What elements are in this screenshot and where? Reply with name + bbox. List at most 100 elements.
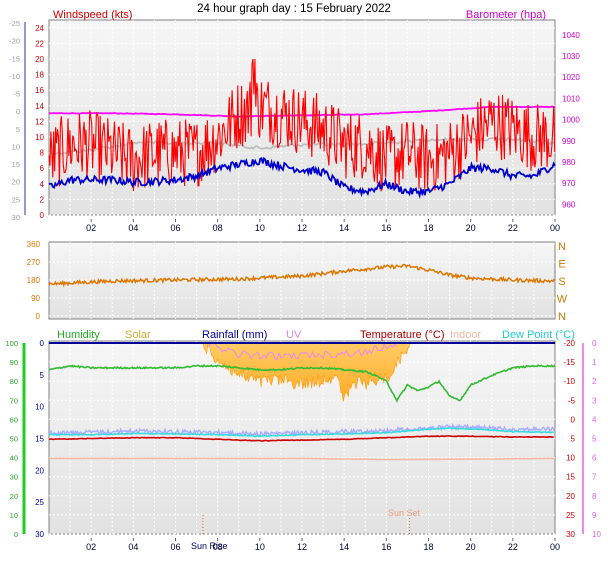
barometer-tick-label: 1040 <box>562 31 580 40</box>
sun-annotations: Sun Rise Sun Set <box>191 508 421 551</box>
x-tick-label: 02 <box>86 223 96 233</box>
outer-axis-tick-label: 0 <box>16 107 20 116</box>
chart-title: 24 hour graph day : 15 February 2022 <box>197 3 391 15</box>
windspeed-average-line <box>48 156 556 199</box>
rainfall-tick-label: 0 <box>40 339 45 348</box>
windspeed-tick-label: 12 <box>35 117 44 126</box>
compass-label: N <box>558 241 566 253</box>
wind-x-axis: 02 04 06 08 10 12 14 16 18 20 22 00 <box>86 219 560 233</box>
outer-axis-tick-label: -20 <box>9 37 20 46</box>
sunset-label: Sun Set <box>388 508 421 518</box>
x-tick-label: 18 <box>423 223 433 233</box>
direction-gridlines <box>49 242 555 319</box>
windspeed-tick-label: 10 <box>35 133 44 142</box>
uv-tick-label: 1 <box>592 358 597 367</box>
humidity-tick-label: 10 <box>10 511 18 520</box>
x-tick-label: 06 <box>170 542 180 552</box>
windspeed-tick-label: 6 <box>40 164 45 173</box>
temperature-tick-label: 25 <box>566 511 575 520</box>
x-tick-label: 22 <box>508 542 518 552</box>
humidity-tick-label: 20 <box>10 492 18 501</box>
legend-uv: UV <box>286 329 302 341</box>
humidity-tick-label: 100 <box>5 339 18 348</box>
climate-x-axis: 02 04 06 08 10 12 14 16 18 20 22 00 <box>86 538 560 552</box>
x-tick-label: 08 <box>213 223 223 233</box>
barometer-tick-label: 1030 <box>562 52 580 61</box>
direction-tick-label: 180 <box>27 276 41 285</box>
temperature-tick-label: 15 <box>566 473 575 482</box>
x-tick-label: 20 <box>466 223 476 233</box>
indoor-temperature-line <box>49 457 556 461</box>
barometer-axis: 960 970 980 990 1000 1010 1020 1030 1040 <box>562 31 580 210</box>
x-tick-label: 10 <box>255 223 265 233</box>
temperature-tick-label: 0 <box>571 415 576 424</box>
temperature-tick-label: 5 <box>571 435 576 444</box>
x-tick-label: 00 <box>550 542 560 552</box>
outer-axis-tick-label: 10 <box>12 142 20 151</box>
outer-axis-tick-label: -15 <box>9 54 20 63</box>
x-tick-label: 08 <box>213 542 223 552</box>
humidity-axis: 0 10 20 30 40 50 60 70 80 90 100 <box>5 339 18 539</box>
x-tick-label: 18 <box>423 542 433 552</box>
uv-tick-label: 4 <box>592 415 597 424</box>
compass-label: N <box>558 311 566 323</box>
x-tick-label: 02 <box>86 542 96 552</box>
windspeed-tick-label: 2 <box>40 195 45 204</box>
direction-series-group <box>48 263 556 288</box>
outer-axis-tick-label: -5 <box>13 90 20 99</box>
compass-label: S <box>558 276 565 288</box>
wind-series-group <box>48 58 556 199</box>
x-tick-label: 06 <box>170 223 180 233</box>
wind-direction-line <box>48 263 556 288</box>
barometer-legend: Barometer (hpa) <box>466 9 546 21</box>
climate-legend: Humidity Solar Rainfall (mm) UV Temperat… <box>57 329 575 341</box>
uv-tick-label: 0 <box>592 339 597 348</box>
x-tick-label: 22 <box>508 223 518 233</box>
direction-tick-label: 90 <box>31 294 40 303</box>
uv-tick-label: 8 <box>592 492 597 501</box>
legend-temperature: Temperature (°C) <box>360 329 444 341</box>
windspeed-tick-label: 0 <box>40 211 45 220</box>
uv-tick-label: 9 <box>592 511 597 520</box>
uv-tick-label: 10 <box>592 530 601 539</box>
windspeed-tick-label: 24 <box>35 24 44 33</box>
dew-point-line <box>48 427 555 438</box>
compass-label: E <box>558 259 565 271</box>
x-tick-label: 14 <box>339 542 349 552</box>
uv-tick-label: 7 <box>592 473 597 482</box>
humidity-tick-label: 80 <box>10 377 18 386</box>
legend-rainfall: Rainfall (mm) <box>202 329 267 341</box>
humidity-tick-label: 0 <box>14 530 18 539</box>
rainfall-tick-label: 5 <box>40 371 45 380</box>
windspeed-tick-label: 4 <box>40 180 45 189</box>
uv-axis: 0 1 2 3 4 5 6 7 8 9 10 <box>592 339 601 539</box>
legend-indoor: Indoor <box>450 329 482 341</box>
wind-outer-axis: -25 -20 -15 -10 -5 0 5 10 15 20 25 30 <box>9 19 20 222</box>
temperature-tick-label: -20 <box>563 339 575 348</box>
outer-axis-tick-label: 30 <box>12 213 20 222</box>
uv-tick-label: 6 <box>592 454 597 463</box>
windspeed-tick-label: 14 <box>35 102 44 111</box>
legend-solar: Solar <box>125 329 151 341</box>
windspeed-tick-label: 20 <box>35 55 44 64</box>
outer-axis-tick-label: 20 <box>12 178 20 187</box>
direction-tick-label: 360 <box>27 240 41 249</box>
temperature-tick-label: 20 <box>566 492 575 501</box>
x-tick-label: 12 <box>297 542 307 552</box>
x-tick-label: 14 <box>339 223 349 233</box>
direction-degrees-axis: 360 270 180 90 0 <box>27 240 41 321</box>
wind-barometer-panel: Windspeed (kts) Barometer (hpa) 02468101… <box>9 9 580 233</box>
x-tick-label: 04 <box>128 223 138 233</box>
barometer-tick-label: 990 <box>562 137 576 146</box>
temperature-line <box>48 435 554 442</box>
barometer-tick-label: 1010 <box>562 94 580 103</box>
direction-tick-label: 0 <box>36 312 41 321</box>
x-tick-label: 16 <box>381 542 391 552</box>
windspeed-tick-label: 16 <box>35 86 44 95</box>
temperature-tick-label: -15 <box>563 358 575 367</box>
barometer-tick-label: 1020 <box>562 73 580 82</box>
